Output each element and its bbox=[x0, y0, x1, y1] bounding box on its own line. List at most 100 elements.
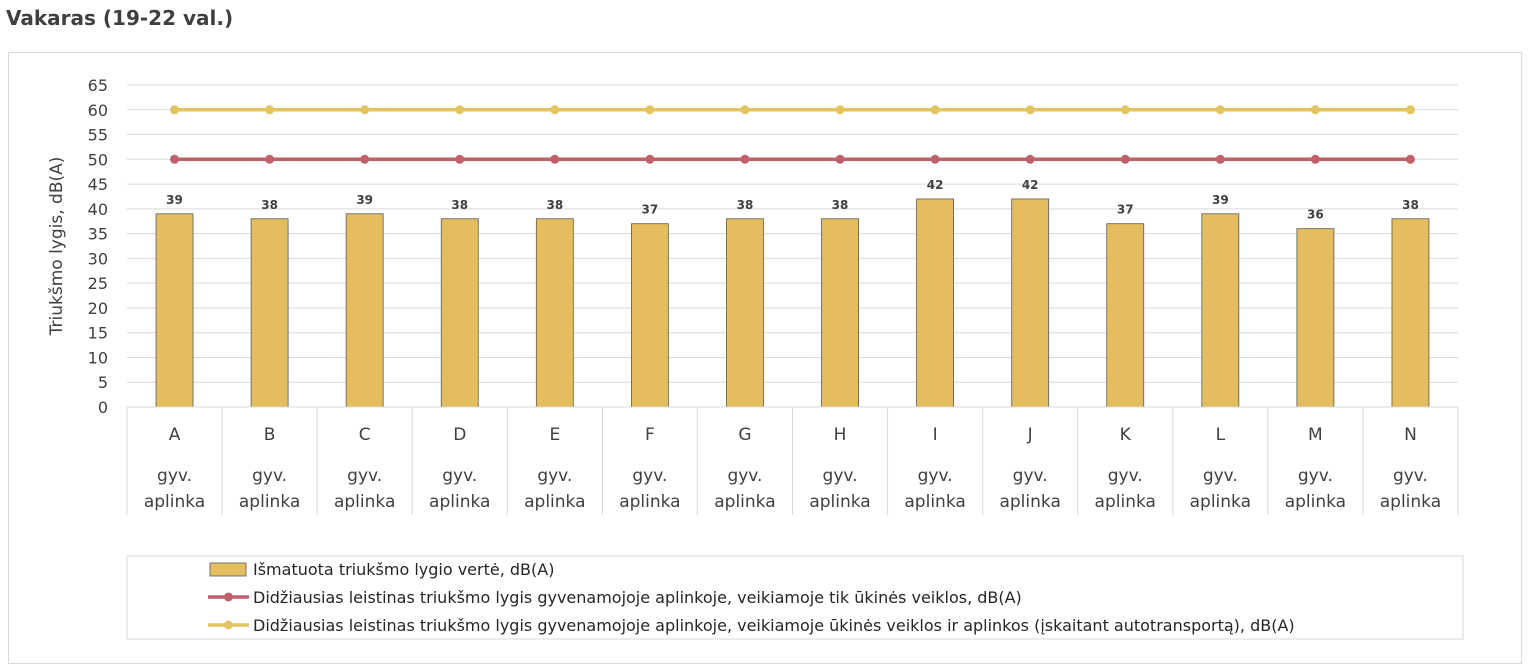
line-point bbox=[360, 105, 370, 115]
line-point bbox=[550, 154, 560, 164]
y-tick-label: 20 bbox=[88, 299, 108, 318]
y-tick-label: 10 bbox=[88, 348, 108, 367]
line-point bbox=[1215, 154, 1225, 164]
x-sublabel: aplinka bbox=[429, 492, 490, 512]
x-sublabel: aplinka bbox=[1285, 492, 1346, 512]
x-tick-label: M bbox=[1308, 425, 1323, 445]
x-tick-label: D bbox=[453, 425, 466, 445]
bar-data-label: 37 bbox=[642, 203, 659, 217]
legend-box bbox=[126, 555, 1464, 640]
line-point bbox=[1215, 105, 1225, 115]
x-tick-label: G bbox=[738, 425, 751, 445]
x-sublabel: gyv. bbox=[252, 466, 287, 486]
bar-data-label: 37 bbox=[1117, 203, 1134, 217]
x-tick-label: B bbox=[264, 425, 276, 445]
line-point bbox=[1120, 105, 1130, 115]
x-tick-label: H bbox=[834, 425, 847, 445]
legend-label: Išmatuota triukšmo lygio vertė, dB(A) bbox=[253, 560, 554, 579]
legend-label: Didžiausias leistinas triukšmo lygis gyv… bbox=[253, 616, 1295, 635]
y-tick-label: 0 bbox=[98, 398, 108, 417]
y-tick-label: 5 bbox=[98, 373, 108, 392]
x-sublabel: aplinka bbox=[904, 492, 965, 512]
bar-data-label: 38 bbox=[737, 198, 754, 212]
bar bbox=[726, 218, 764, 408]
bar-data-label: 38 bbox=[546, 198, 563, 212]
bar-data-label: 39 bbox=[356, 193, 373, 207]
line-point bbox=[740, 105, 750, 115]
y-tick-label: 60 bbox=[88, 101, 108, 120]
bar bbox=[1391, 218, 1430, 408]
bar bbox=[250, 218, 289, 408]
x-sublabel: aplinka bbox=[334, 492, 395, 512]
bar-data-label: 42 bbox=[927, 178, 944, 192]
x-sublabel: gyv. bbox=[442, 466, 477, 486]
line-point bbox=[265, 105, 275, 115]
line-point bbox=[170, 105, 180, 115]
x-tick-label: J bbox=[1027, 425, 1033, 445]
line-point bbox=[740, 154, 750, 164]
x-sublabel: gyv. bbox=[1108, 466, 1143, 486]
bar bbox=[1011, 198, 1050, 408]
bar-data-label: 38 bbox=[1402, 198, 1419, 212]
bar-data-label: 38 bbox=[261, 198, 278, 212]
x-sublabel: aplinka bbox=[619, 492, 680, 512]
bar-series: 39 38 39 38 38 37 38 38 42 42 37 39 36 38 bbox=[155, 178, 1430, 408]
x-sublabel: gyv. bbox=[537, 466, 572, 486]
y-tick-label: 15 bbox=[88, 324, 108, 343]
bar bbox=[155, 213, 194, 408]
x-tick-label: I bbox=[933, 425, 938, 445]
x-sublabel: gyv. bbox=[157, 466, 192, 486]
y-tick-label: 55 bbox=[88, 126, 108, 145]
line-point bbox=[550, 105, 560, 115]
page-title: Vakaras (19-22 val.) bbox=[6, 6, 234, 30]
line-point bbox=[645, 154, 655, 164]
x-sublabel: aplinka bbox=[1380, 492, 1441, 512]
y-axis-ticks: 0 5 10 15 20 25 30 35 40 45 50 55 60 65 bbox=[88, 76, 108, 417]
x-sublabel: gyv. bbox=[347, 466, 382, 486]
line-point bbox=[930, 154, 940, 164]
line-series bbox=[170, 105, 1415, 164]
x-sublabel: gyv. bbox=[632, 466, 667, 486]
line-point bbox=[1025, 105, 1035, 115]
y-tick-label: 25 bbox=[88, 274, 108, 293]
line-point bbox=[455, 105, 465, 115]
legend-label: Didžiausias leistinas triukšmo lygis gyv… bbox=[253, 588, 1022, 607]
bar-data-label: 39 bbox=[1212, 193, 1229, 207]
line-point bbox=[1120, 154, 1130, 164]
x-tick-label: C bbox=[359, 425, 371, 445]
bar bbox=[345, 213, 384, 408]
y-tick-label: 30 bbox=[88, 249, 108, 268]
line-point bbox=[1025, 154, 1035, 164]
x-sublabel: gyv. bbox=[823, 466, 858, 486]
legend-marker bbox=[224, 592, 233, 602]
bar-data-label: 38 bbox=[832, 198, 849, 212]
legend: Išmatuota triukšmo lygio vertė, dB(A) Did… bbox=[126, 555, 1464, 640]
line-point bbox=[645, 105, 655, 115]
bar bbox=[630, 223, 669, 408]
bar bbox=[916, 198, 955, 408]
y-axis-label: Triukšmo lygis, dB(A) bbox=[47, 157, 67, 337]
x-sublabel: gyv. bbox=[918, 466, 953, 486]
x-sublabel: aplinka bbox=[1190, 492, 1251, 512]
bar bbox=[1106, 223, 1145, 408]
line-point bbox=[1310, 154, 1320, 164]
bar-data-label: 42 bbox=[1022, 178, 1039, 192]
x-tick-label: F bbox=[645, 425, 655, 445]
x-sublabel: gyv. bbox=[727, 466, 762, 486]
x-sublabel: aplinka bbox=[999, 492, 1060, 512]
x-sublabel: aplinka bbox=[144, 492, 205, 512]
bar-data-label: 39 bbox=[166, 193, 183, 207]
x-sublabel: gyv. bbox=[1393, 466, 1428, 486]
bar-data-label: 36 bbox=[1307, 208, 1324, 222]
gridlines bbox=[127, 84, 1458, 408]
x-sublabel: aplinka bbox=[809, 492, 870, 512]
line-point bbox=[1310, 105, 1320, 115]
bar-data-label: 38 bbox=[451, 198, 468, 212]
line-point bbox=[360, 154, 370, 164]
line-point bbox=[1405, 105, 1415, 115]
line-point bbox=[1405, 154, 1415, 164]
x-sublabel: aplinka bbox=[1095, 492, 1156, 512]
y-tick-label: 40 bbox=[88, 200, 108, 219]
bar bbox=[440, 218, 479, 408]
